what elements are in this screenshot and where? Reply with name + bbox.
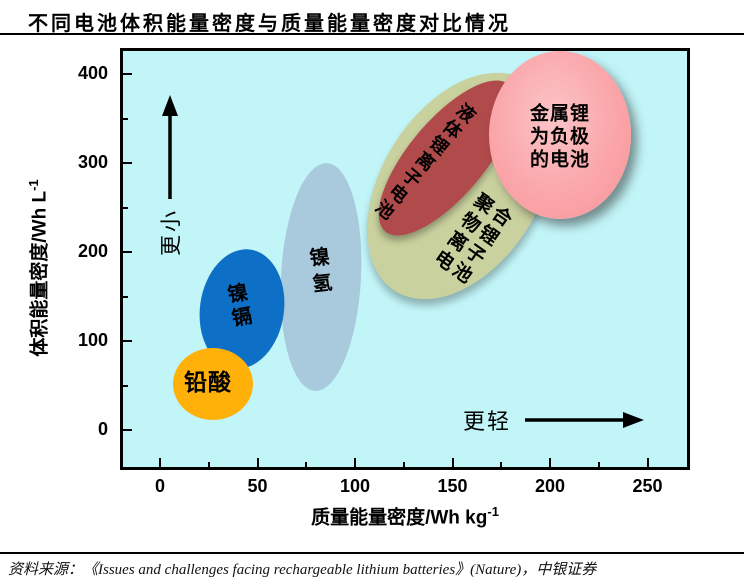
smaller-annotation: 更小	[160, 208, 183, 256]
x-axis-label-sup: -1	[487, 504, 499, 520]
x-tick	[159, 458, 161, 467]
x-tick-label: 250	[632, 476, 663, 496]
battery-label-lead-acid: 铅酸	[184, 369, 232, 395]
x-tick	[207, 462, 210, 467]
x-axis-label: 质量能量密度/Wh kg-1	[311, 503, 499, 530]
x-tick	[256, 458, 259, 467]
battery-ellipse-metal-li-anode	[489, 51, 631, 219]
x-tick-label: 150	[437, 476, 468, 496]
y-tick-label: 300	[77, 152, 108, 172]
up-arrow-icon	[162, 95, 178, 199]
plot-area: 更小 更轻 镍氢镍镉铅酸 聚合 物锂 离子 电池液体锂离子电池金属锂 为负极 的电池	[120, 48, 690, 470]
chart-title: 不同电池体积能量密度与质量能量密度对比情况	[28, 13, 511, 35]
x-axis-label-text: 质量能量密度/Wh kg	[311, 507, 488, 529]
y-tick	[123, 340, 132, 342]
lighter-annotation: 更轻	[462, 409, 512, 434]
y-tick-label: 100	[77, 330, 108, 350]
x-tick-label: 100	[339, 476, 371, 496]
y-tick	[123, 429, 132, 431]
y-tick	[123, 206, 128, 209]
y-tick	[123, 295, 128, 298]
x-tick	[500, 462, 503, 467]
x-tick	[597, 462, 600, 467]
y-tick	[123, 162, 132, 164]
y-tick-label: 200	[77, 241, 108, 261]
x-tick	[305, 462, 308, 467]
x-tick-label: 0	[154, 476, 165, 496]
x-tick-label: 50	[247, 476, 268, 496]
source-divider	[0, 552, 744, 554]
x-tick	[646, 458, 649, 467]
title-divider	[0, 33, 744, 35]
x-tick	[354, 458, 356, 467]
y-tick-label: 400	[77, 63, 108, 83]
right-arrow-icon	[525, 412, 644, 428]
source-text: 资料来源：《Issues and challenges facing recha…	[8, 562, 597, 578]
x-tick	[549, 458, 551, 467]
x-tick-label: 200	[534, 476, 566, 496]
y-tick	[123, 384, 128, 387]
battery-ellipse-lead-acid	[173, 348, 253, 420]
y-tick	[123, 73, 132, 75]
x-tick	[402, 462, 405, 467]
y-tick-label: 0	[97, 419, 108, 439]
y-axis-label-sup: -1	[26, 179, 42, 191]
y-tick	[123, 117, 128, 120]
x-tick	[451, 458, 454, 467]
y-tick	[123, 251, 132, 253]
battery-label-metal-li-anode: 金属锂 为负极 的电池	[529, 103, 591, 171]
